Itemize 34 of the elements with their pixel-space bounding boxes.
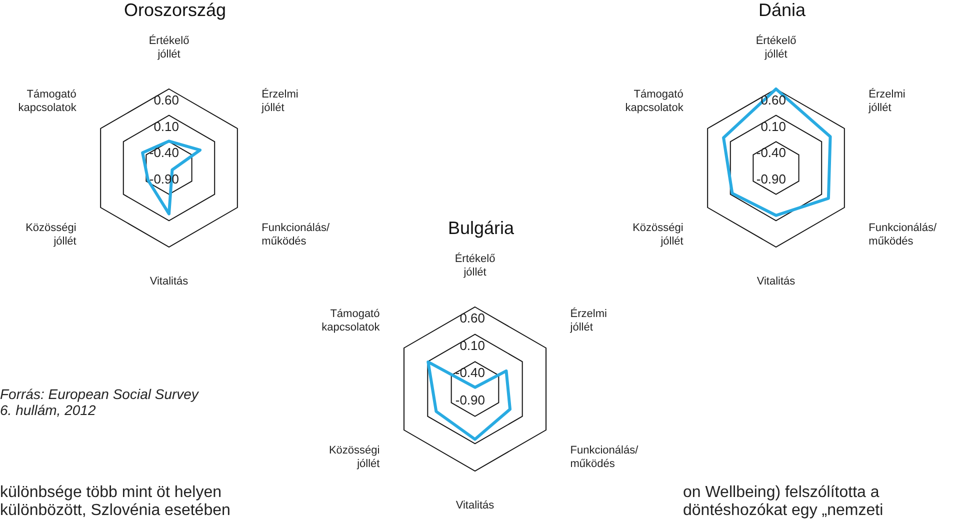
- y-tick-label: 0.10: [460, 338, 485, 353]
- spoke-label: Támogató kapcsolatok: [18, 88, 77, 114]
- chart-title: Oroszország: [124, 0, 226, 20]
- y-tick-label: -0.40: [149, 145, 179, 160]
- spoke-label: Funkcionálás/ működés: [570, 444, 640, 470]
- spoke-label: Értékelő jóllét: [756, 34, 796, 60]
- y-tick-label: -0.40: [756, 145, 786, 160]
- spoke-label: Közösségi jóllét: [632, 222, 684, 248]
- spoke-label: Érzelmi jóllét: [260, 88, 298, 114]
- spoke-label: Érzelmi jóllét: [569, 307, 607, 334]
- spoke-label: Közösségi jóllét: [26, 222, 76, 248]
- spoke-label: Funkcionálás/ működés: [868, 222, 938, 248]
- spoke-label: Funkcionálás/ működés: [262, 222, 330, 248]
- spoke-label: Vitalitás: [756, 276, 796, 288]
- y-tick-label: 0.60: [154, 92, 179, 108]
- text: Forrás: European Social Survey 6. hullám, 2012: [0, 386, 198, 418]
- y-tick-label: -0.40: [455, 365, 485, 380]
- chart-title: Dánia: [758, 0, 807, 20]
- spoke-label: Közösségi jóllét: [328, 444, 380, 470]
- y-tick-label: -0.90: [756, 172, 786, 187]
- y-tick-label: 0.10: [154, 118, 179, 134]
- y-tick-label: 0.60: [460, 310, 485, 326]
- spoke-label: Vitalitás: [150, 276, 189, 288]
- y-tick-label: -0.90: [455, 392, 485, 408]
- spoke-label: Értékelő jóllét: [454, 252, 496, 278]
- text: különbsége több mint öt helyen különbözött, Szlovénia esetében: [0, 484, 230, 520]
- y-tick-label: 0.10: [760, 118, 786, 134]
- spoke-label: Vitalitás: [456, 500, 495, 512]
- chart-title: Bulgária: [448, 218, 516, 238]
- spoke-label: Értékelő jóllét: [148, 34, 190, 60]
- spoke-label: Támogató kapcsolatok: [625, 88, 684, 114]
- text: on Wellbeing) felszólította a döntéshozókat egy „nemzeti: [683, 484, 884, 520]
- spoke-label: Érzelmi jóllét: [868, 88, 906, 114]
- spoke-label: Támogató kapcsolatok: [322, 308, 380, 334]
